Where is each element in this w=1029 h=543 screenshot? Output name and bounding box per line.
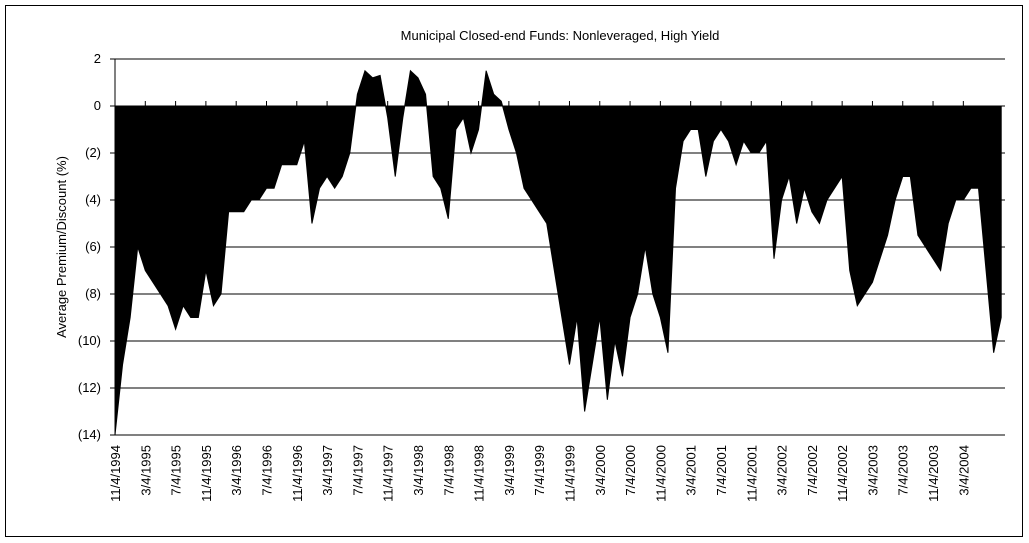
- x-tick-label: 11/4/2001: [744, 445, 759, 502]
- x-tick-label: 3/4/2000: [593, 445, 608, 496]
- x-tick-label: 3/4/1996: [229, 445, 244, 496]
- x-tick-label: 3/4/1995: [138, 445, 153, 496]
- x-tick-label: 11/4/1999: [562, 445, 577, 502]
- x-tick-label: 7/4/1996: [259, 445, 274, 496]
- x-tick-label: 11/4/1998: [472, 445, 487, 502]
- x-tick-label: 3/4/2004: [956, 445, 971, 496]
- x-tick-label: 7/4/2001: [714, 445, 729, 496]
- x-tick-label: 3/4/2002: [775, 445, 790, 496]
- y-tick-label: 0: [94, 98, 101, 113]
- x-tick-label: 7/4/2003: [896, 445, 911, 496]
- x-tick-label: 3/4/2003: [865, 445, 880, 496]
- x-tick-label: 11/4/1996: [290, 445, 305, 502]
- x-tick-label: 7/4/1997: [350, 445, 365, 496]
- y-tick-label: (6): [85, 239, 101, 254]
- y-axis-label: Average Premium/Discount (%): [54, 156, 69, 338]
- x-tick-label: 11/4/1995: [199, 445, 214, 502]
- x-tick-label: 3/4/1998: [411, 445, 426, 496]
- x-tick-label: 11/4/1997: [381, 445, 396, 502]
- y-tick-label: (12): [78, 380, 101, 395]
- x-tick-label: 7/4/2002: [805, 445, 820, 496]
- y-tick-label: (14): [78, 427, 101, 442]
- y-tick-label: (8): [85, 286, 101, 301]
- x-tick-label: 7/4/1999: [532, 445, 547, 496]
- x-tick-label: 7/4/1998: [441, 445, 456, 496]
- area: [114, 69, 1002, 436]
- y-tick-label: (10): [78, 333, 101, 348]
- y-tick-label: 2: [94, 51, 101, 66]
- y-tick-label: (4): [85, 192, 101, 207]
- x-tick-label: 11/4/2000: [653, 445, 668, 502]
- x-tick-label: 11/4/1994: [108, 445, 123, 502]
- x-tick-label: 11/4/2002: [835, 445, 850, 502]
- chart-title: Municipal Closed-end Funds: Nonleveraged…: [401, 28, 720, 43]
- x-tick-label: 3/4/2001: [684, 445, 699, 496]
- y-tick-label: (2): [85, 145, 101, 160]
- x-tick-label: 3/4/1999: [502, 445, 517, 496]
- x-tick-label: 7/4/1995: [169, 445, 184, 496]
- x-tick-label: 7/4/2000: [623, 445, 638, 496]
- x-tick-label: 11/4/2003: [926, 445, 941, 502]
- x-tick-label: 3/4/1997: [320, 445, 335, 496]
